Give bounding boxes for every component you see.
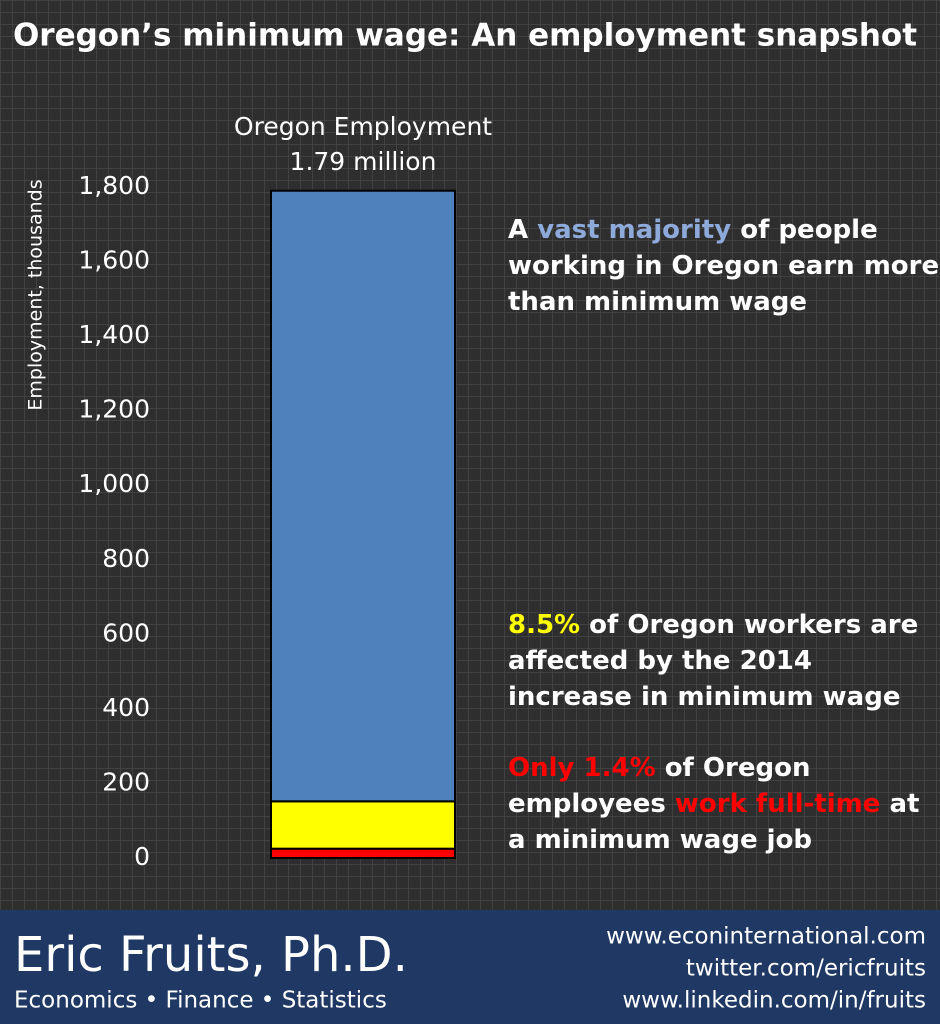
footer-link[interactable]: twitter.com/ericfruits [686, 956, 926, 982]
footer-tagline: Economics • Finance • Statistics [14, 988, 387, 1014]
annotation-part: than minimum wage [508, 287, 807, 317]
annotation-part: of Oregon workers are [580, 610, 918, 640]
total-label: 1.79 million [290, 147, 437, 176]
annotation-part: employees [508, 789, 675, 819]
bar-segment [270, 189, 456, 803]
y-tick-label: 1,200 [78, 395, 150, 424]
annotation-part: of people [731, 215, 878, 245]
footer-name: Eric Fruits, Ph.D. [14, 927, 408, 983]
y-tick-label: 400 [102, 693, 150, 722]
annotation-part: affected by the 2014 [508, 646, 812, 676]
annotation-part: vast majority [537, 215, 731, 245]
annotation-part: Only 1.4% [508, 753, 656, 783]
annotation-part: 8.5% [508, 610, 580, 640]
footer-link[interactable]: www.econinternational.com [606, 924, 926, 950]
annotation: employees work full-time at [508, 789, 919, 819]
footer-link[interactable]: www.linkedin.com/in/fruits [622, 988, 926, 1014]
annotation-part: work full-time [675, 789, 881, 819]
y-tick-label: 600 [102, 618, 150, 647]
y-tick-label: 1,400 [78, 320, 150, 349]
bar-segment [270, 800, 456, 850]
bar-segment [270, 847, 456, 859]
y-tick-label: 200 [102, 767, 150, 796]
annotation: working in Oregon earn more [508, 251, 939, 281]
annotation: a minimum wage job [508, 825, 812, 855]
category-label: Oregon Employment [234, 112, 492, 141]
chart-title: Oregon’s minimum wage: An employment sna… [13, 18, 917, 54]
annotation-part: increase in minimum wage [508, 682, 900, 712]
annotation: increase in minimum wage [508, 682, 900, 712]
annotation: than minimum wage [508, 287, 807, 317]
annotation: affected by the 2014 [508, 646, 812, 676]
y-tick-label: 1,600 [78, 246, 150, 275]
y-tick-label: 800 [102, 544, 150, 573]
y-tick-label: 1,000 [78, 469, 150, 498]
annotation-part: at [880, 789, 919, 819]
y-axis-label: Employment, thousands [25, 179, 47, 410]
annotation-part: A [508, 215, 537, 245]
annotation: A vast majority of people [508, 215, 878, 245]
y-tick-label: 0 [134, 842, 150, 871]
annotation-part: of Oregon [656, 753, 811, 783]
annotation-part: working in Oregon earn more [508, 251, 939, 281]
annotation: Only 1.4% of Oregon [508, 753, 810, 783]
background [0, 0, 940, 910]
y-tick-label: 1,800 [78, 171, 150, 200]
footer-band [0, 910, 940, 1024]
annotation: 8.5% of Oregon workers are [508, 610, 918, 640]
annotation-part: a minimum wage job [508, 825, 812, 855]
